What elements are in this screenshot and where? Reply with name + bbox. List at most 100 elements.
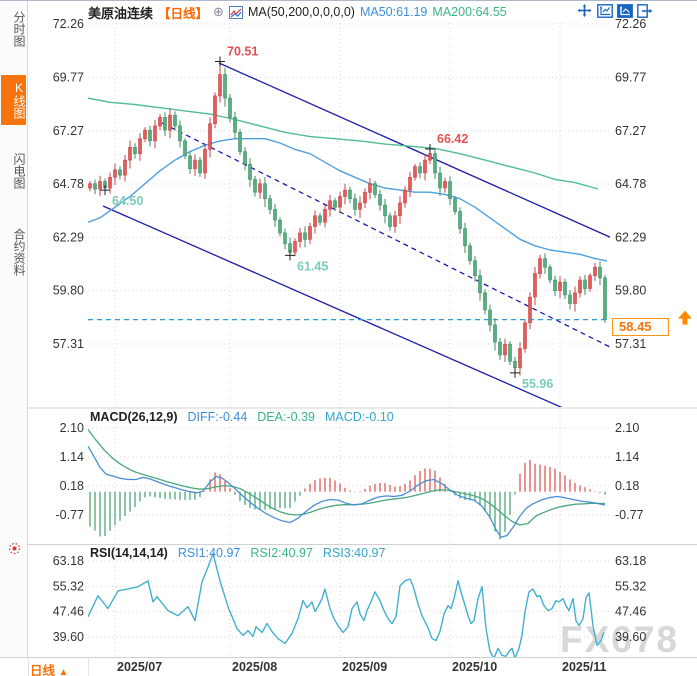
candlestick: [578, 279, 582, 294]
pan-crosshair-icon[interactable]: [576, 3, 593, 18]
y-axis-label: 72.26: [53, 17, 84, 31]
candlestick: [423, 159, 427, 174]
candlestick: [598, 266, 602, 279]
candlestick: [148, 129, 152, 142]
candlestick: [228, 97, 232, 118]
y-axis-label: 59.80: [53, 284, 84, 298]
candlestick: [208, 123, 212, 150]
period-selector[interactable]: 日线 ▲: [30, 660, 68, 676]
candlestick: [513, 360, 517, 368]
ma-settings-label: MA(50,200,0,0,0,0): [247, 5, 355, 19]
macd-dea-line: [88, 429, 606, 526]
trend-channel-line: [218, 62, 610, 238]
candlestick: [168, 114, 172, 131]
candlestick: [338, 196, 342, 208]
candlestick: [538, 258, 542, 274]
candlestick: [493, 324, 497, 343]
y-axis-label: 64.78: [53, 177, 84, 191]
sidebar-tab-kline-chart[interactable]: K线图: [1, 75, 26, 125]
candlestick: [133, 147, 137, 155]
ma200-value-label: MA200:64.55: [432, 5, 507, 19]
y-axis-label: 2.10: [60, 421, 84, 435]
swing-cross-marker: [425, 144, 435, 155]
y-axis-label: 47.46: [615, 605, 646, 619]
candlestick: [418, 166, 422, 174]
candlestick: [273, 209, 277, 221]
swing-price-annotation: 61.45: [297, 259, 328, 273]
y-axis-label: 47.46: [53, 605, 84, 619]
macd-header: MACD(26,12,9) DIFF:-0.44 DEA:-0.39 MACD:…: [90, 410, 394, 424]
y-axis-label: 0.18: [60, 479, 84, 493]
candlestick: [348, 189, 352, 200]
y-axis-label: 1.14: [615, 450, 639, 464]
candlestick: [93, 183, 97, 190]
candlestick: [253, 179, 257, 193]
y-axis-label: -0.77: [56, 508, 85, 522]
swing-price-annotation: 55.96: [522, 377, 553, 391]
candlestick: [328, 200, 332, 210]
y-axis-label: 67.27: [53, 124, 84, 138]
candlestick: [483, 292, 487, 311]
auto-scale-icon[interactable]: [596, 3, 613, 18]
candlestick: [468, 245, 472, 262]
y-axis-label: 55.32: [53, 579, 84, 593]
candlestick: [448, 181, 452, 199]
exit-chart-icon[interactable]: [636, 3, 653, 18]
candlestick: [358, 202, 362, 210]
sidebar-tab-time-chart[interactable]: 分时图: [12, 11, 26, 47]
candlestick: [218, 74, 222, 97]
candlestick: [298, 232, 302, 242]
candlestick: [433, 153, 437, 174]
mini-chart-icon: [228, 5, 243, 19]
candlestick: [118, 169, 122, 176]
y-axis-label: 67.27: [615, 124, 646, 138]
chart-toolbar: [576, 3, 653, 18]
candlestick: [278, 219, 282, 234]
candlestick: [403, 189, 407, 204]
month-axis-label: 2025/10: [452, 660, 498, 674]
candlestick: [408, 177, 412, 191]
divider: [88, 658, 89, 676]
swing-price-annotation: 70.51: [227, 44, 258, 58]
last-price-tag: 58.45: [612, 318, 669, 336]
sidebar-tab-contract-info[interactable]: 合约资料: [12, 228, 26, 276]
candlestick: [258, 183, 262, 193]
y-axis-label: 0.18: [615, 479, 639, 493]
candlestick: [558, 281, 562, 292]
swing-cross-marker: [510, 367, 520, 378]
candlestick: [458, 211, 462, 229]
candlestick: [498, 341, 502, 356]
rsi1-line: [88, 552, 605, 657]
y-axis-label: 72.26: [615, 17, 646, 31]
candlestick: [183, 140, 187, 157]
macd-diff-value: DIFF:-0.44: [187, 410, 248, 424]
y-axis-label: -0.77: [615, 508, 644, 522]
candlestick: [158, 117, 162, 127]
candlestick: [303, 232, 307, 240]
ma50-line: [88, 137, 608, 262]
trend-channel-line: [102, 205, 563, 407]
candlestick: [523, 322, 527, 349]
ma200-line: [88, 97, 599, 190]
candlestick: [233, 117, 237, 133]
add-indicator-icon[interactable]: ⊕: [213, 4, 224, 19]
macd-title: MACD(26,12,9): [90, 410, 178, 424]
y-axis-label: 63.18: [53, 554, 84, 568]
candlestick: [378, 194, 382, 206]
manual-scale-icon[interactable]: [616, 3, 633, 18]
candlestick: [533, 273, 537, 298]
y-axis-label: 69.77: [615, 70, 646, 84]
swing-cross-marker: [215, 56, 225, 67]
y-axis-label: 1.14: [60, 450, 84, 464]
indicator-settings-icon[interactable]: [8, 542, 21, 555]
candlestick: [173, 114, 177, 127]
candlestick: [243, 151, 247, 165]
candlestick: [268, 198, 272, 210]
candlestick: [353, 198, 357, 210]
macd-diff-line: [88, 445, 606, 538]
candlestick: [313, 215, 317, 227]
candlestick: [238, 132, 242, 152]
sidebar-tab-lightning-chart[interactable]: 闪电图: [12, 153, 26, 189]
